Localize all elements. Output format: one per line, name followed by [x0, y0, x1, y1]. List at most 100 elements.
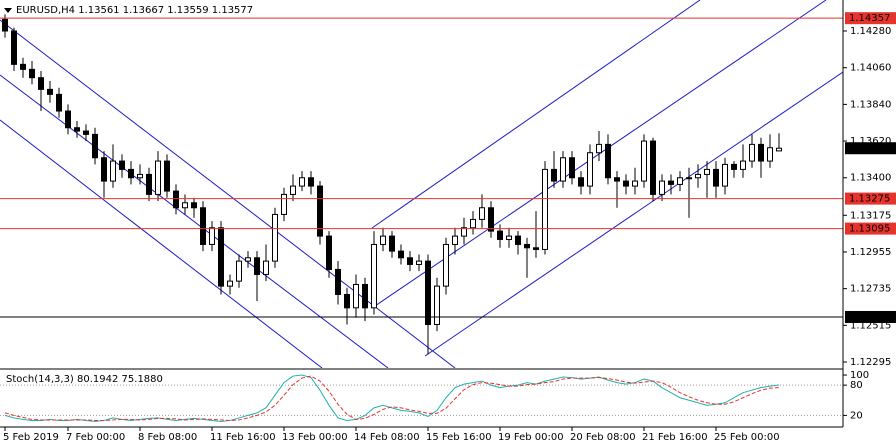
- candle-body: [461, 227, 467, 237]
- candle-body: [92, 133, 98, 159]
- price-level-tag: [845, 12, 896, 25]
- candle-body: [128, 168, 134, 179]
- candle-body: [524, 243, 530, 249]
- price-level-tag: [845, 222, 896, 235]
- candle-body: [353, 283, 359, 309]
- candle-body: [704, 168, 710, 175]
- candle-body: [740, 160, 746, 170]
- current-price-label: 1.13577: [849, 143, 890, 154]
- candle-body: [515, 235, 521, 245]
- candle-body: [200, 207, 206, 245]
- candle-body: [137, 173, 143, 179]
- y-tick-label: 1.13840: [850, 99, 891, 110]
- x-tick-label: 19 Feb 00:00: [498, 432, 564, 443]
- candle-body: [614, 177, 620, 182]
- candle-body: [218, 227, 224, 287]
- x-tick-label: 11 Feb 16:00: [210, 432, 276, 443]
- candle-body: [299, 177, 305, 187]
- y-tick-label: 100: [850, 370, 869, 381]
- y-tick-label: 1.12955: [850, 247, 891, 258]
- x-tick-label: 5 Feb 2019: [3, 432, 59, 443]
- y-tick-label: 80: [850, 380, 863, 391]
- candle-body: [326, 235, 332, 270]
- candle-body: [416, 260, 422, 265]
- y-tick-label: 1.13620: [850, 136, 891, 147]
- candle-body: [254, 257, 260, 275]
- candle-body: [173, 190, 179, 209]
- candle-body: [317, 185, 323, 237]
- candle-body: [29, 68, 35, 79]
- candle-body: [389, 235, 395, 252]
- candle-body: [191, 202, 197, 209]
- candle-body: [776, 147, 782, 152]
- candle-body: [407, 257, 413, 265]
- candle-body: [587, 152, 593, 187]
- candle-body: [56, 93, 62, 112]
- candle-body: [110, 160, 116, 182]
- indicator-line: [4, 375, 780, 421]
- candle-body: [650, 140, 656, 195]
- candle-body: [443, 243, 449, 287]
- y-tick-label: 1.14060: [850, 63, 891, 74]
- candle-body: [749, 143, 755, 162]
- candle-body: [713, 168, 719, 187]
- indicator-title: Stoch(14,3,3) 80.1942 75.1880: [6, 374, 163, 385]
- candle-body: [209, 227, 215, 245]
- candle-body: [398, 250, 404, 259]
- price-level-label: 1.14357: [849, 13, 890, 24]
- price-level-label: 1.13275: [849, 194, 890, 205]
- title-icon: [4, 8, 12, 13]
- candle-body: [83, 130, 89, 135]
- candle-body: [272, 213, 278, 262]
- candle-body: [623, 180, 629, 187]
- candle-body: [632, 180, 638, 187]
- candle-body: [425, 260, 431, 325]
- candle-body: [488, 207, 494, 232]
- indicator-line: [4, 374, 780, 422]
- current-price-tag: [845, 142, 896, 155]
- candle-body: [20, 63, 26, 70]
- channel-line: [0, 19, 456, 368]
- candle-body: [65, 110, 71, 129]
- candle-body: [605, 143, 611, 179]
- candle-body: [182, 202, 188, 209]
- candle-body: [695, 173, 701, 179]
- price-level-tag: [845, 192, 896, 205]
- candle-body: [668, 180, 674, 185]
- candle-body: [227, 280, 233, 287]
- y-tick-label: 20: [850, 410, 863, 421]
- y-tick-label: 1.12515: [850, 320, 891, 331]
- candle-body: [560, 157, 566, 182]
- candle-body: [236, 260, 242, 282]
- candle-body: [47, 88, 53, 95]
- channel-line: [371, 0, 701, 229]
- candle-body: [542, 168, 548, 250]
- price-level-label: 1.12565: [849, 312, 890, 323]
- channels: [0, 0, 843, 368]
- candle-body: [578, 177, 584, 187]
- x-tick-label: 20 Feb 08:00: [570, 432, 636, 443]
- candle-body: [731, 163, 737, 170]
- candle-body: [2, 18, 8, 32]
- y-tick-label: 1.13175: [850, 210, 891, 221]
- candle-body: [758, 143, 764, 162]
- candle-body: [245, 257, 251, 262]
- candle-body: [119, 160, 125, 170]
- candle-body: [146, 173, 152, 195]
- candle-body: [686, 177, 692, 180]
- candle-body: [371, 243, 377, 309]
- candle-body: [281, 193, 287, 215]
- candle-body: [164, 160, 170, 192]
- chart-title: EURUSD,H4 1.13561 1.13667 1.13559 1.1357…: [16, 5, 253, 16]
- candle-body: [290, 185, 296, 195]
- price-level-label: 1.13095: [849, 224, 890, 235]
- candle-body: [506, 235, 512, 240]
- candle-body: [155, 160, 161, 195]
- x-tick-label: 21 Feb 16:00: [642, 432, 708, 443]
- y-tick-label: 1.12295: [850, 357, 891, 368]
- candle-body: [335, 268, 341, 295]
- y-tick-label: 1.12735: [850, 284, 891, 295]
